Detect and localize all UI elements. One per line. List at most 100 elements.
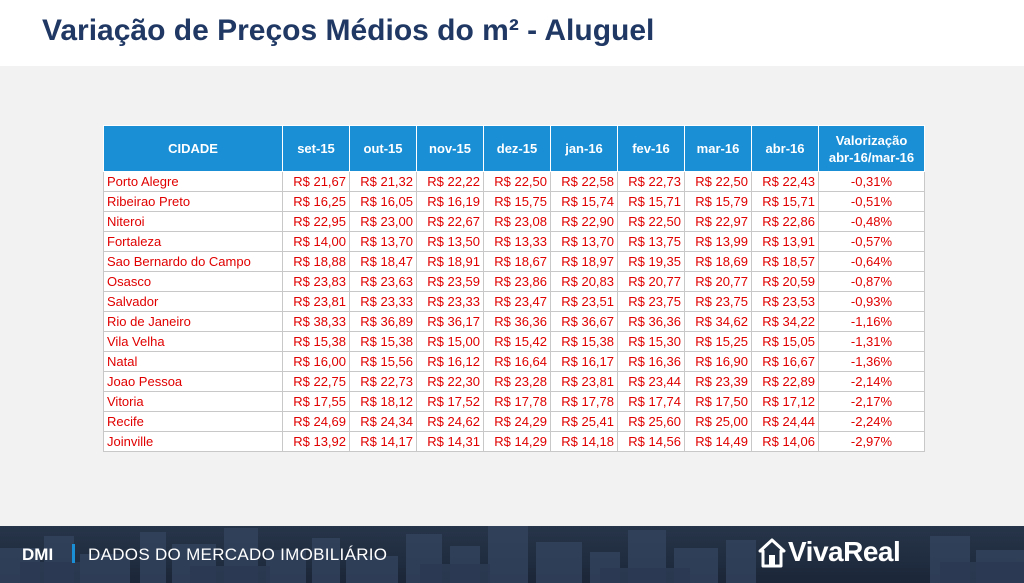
price-cell: R$ 25,00 bbox=[684, 411, 752, 432]
table-row: Porto Alegre R$ 21,67 R$ 21,32 R$ 22,22 R$ 2… bbox=[103, 171, 925, 192]
price-cell: R$ 22,50 bbox=[684, 171, 752, 192]
price-cell: R$ 24,29 bbox=[483, 411, 551, 432]
price-cell: R$ 17,78 bbox=[483, 391, 551, 412]
price-cell: R$ 17,55 bbox=[282, 391, 350, 412]
price-cell: R$ 20,83 bbox=[550, 271, 618, 292]
city-cell: Rio de Janeiro bbox=[103, 311, 283, 332]
price-cell: R$ 15,00 bbox=[416, 331, 484, 352]
price-cell: R$ 38,33 bbox=[282, 311, 350, 332]
column-header-month: dez-15 bbox=[483, 125, 551, 172]
price-cell: R$ 22,89 bbox=[751, 371, 819, 392]
table-row: Osasco R$ 23,83 R$ 23,63 R$ 23,59 R$ 23,86 R$… bbox=[103, 271, 925, 292]
price-cell: R$ 14,17 bbox=[349, 431, 417, 452]
price-cell: R$ 22,73 bbox=[349, 371, 417, 392]
price-cell: R$ 18,69 bbox=[684, 251, 752, 272]
column-header-valorizacao: Valorização abr-16/mar-16 bbox=[818, 125, 925, 172]
price-cell: R$ 21,67 bbox=[282, 171, 350, 192]
city-cell: Sao Bernardo do Campo bbox=[103, 251, 283, 272]
table-body: Porto Alegre R$ 21,67 R$ 21,32 R$ 22,22 R$ 2… bbox=[103, 171, 925, 452]
table-row: Joinville R$ 13,92 R$ 14,17 R$ 14,31 R$ 14,2… bbox=[103, 431, 925, 452]
price-cell: R$ 36,36 bbox=[617, 311, 685, 332]
price-cell: R$ 14,49 bbox=[684, 431, 752, 452]
price-cell: R$ 16,17 bbox=[550, 351, 618, 372]
table-row: Joao Pessoa R$ 22,75 R$ 22,73 R$ 22,30 R$ 23… bbox=[103, 371, 925, 392]
price-cell: R$ 36,17 bbox=[416, 311, 484, 332]
price-cell: R$ 22,30 bbox=[416, 371, 484, 392]
price-cell: R$ 23,33 bbox=[349, 291, 417, 312]
price-cell: R$ 13,50 bbox=[416, 231, 484, 252]
price-cell: R$ 23,75 bbox=[617, 291, 685, 312]
table-row: Niteroi R$ 22,95 R$ 23,00 R$ 22,67 R$ 23,08 R… bbox=[103, 211, 925, 232]
city-cell: Recife bbox=[103, 411, 283, 432]
change-cell: -1,16% bbox=[818, 311, 925, 332]
price-cell: R$ 16,12 bbox=[416, 351, 484, 372]
price-cell: R$ 20,77 bbox=[684, 271, 752, 292]
skyline-background bbox=[0, 526, 1024, 583]
price-cell: R$ 18,67 bbox=[483, 251, 551, 272]
price-cell: R$ 15,25 bbox=[684, 331, 752, 352]
price-cell: R$ 16,00 bbox=[282, 351, 350, 372]
price-cell: R$ 13,91 bbox=[751, 231, 819, 252]
price-cell: R$ 17,78 bbox=[550, 391, 618, 412]
price-cell: R$ 16,67 bbox=[751, 351, 819, 372]
price-cell: R$ 13,70 bbox=[349, 231, 417, 252]
column-header-month: fev-16 bbox=[617, 125, 685, 172]
price-cell: R$ 15,71 bbox=[751, 191, 819, 212]
price-cell: R$ 16,19 bbox=[416, 191, 484, 212]
price-cell: R$ 36,67 bbox=[550, 311, 618, 332]
table-row: Salvador R$ 23,81 R$ 23,33 R$ 23,33 R$ 23,47… bbox=[103, 291, 925, 312]
dmi-brand: DMI bbox=[22, 545, 54, 564]
title-bar: Variação de Preços Médios do m² - Alugue… bbox=[0, 0, 1024, 66]
price-cell: R$ 20,59 bbox=[751, 271, 819, 292]
price-cell: R$ 22,22 bbox=[416, 171, 484, 192]
price-table: CIDADE set-15 out-15 nov-15 dez-15 jan-1… bbox=[103, 125, 925, 452]
page-title: Variação de Preços Médios do m² - Alugue… bbox=[42, 14, 655, 47]
change-cell: -0,93% bbox=[818, 291, 925, 312]
price-cell: R$ 22,58 bbox=[550, 171, 618, 192]
price-cell: R$ 15,38 bbox=[550, 331, 618, 352]
table-row: Rio de Janeiro R$ 38,33 R$ 36,89 R$ 36,17 R$… bbox=[103, 311, 925, 332]
price-cell: R$ 13,92 bbox=[282, 431, 350, 452]
city-cell: Porto Alegre bbox=[103, 171, 283, 192]
change-cell: -0,64% bbox=[818, 251, 925, 272]
price-cell: R$ 22,73 bbox=[617, 171, 685, 192]
price-cell: R$ 15,05 bbox=[751, 331, 819, 352]
city-cell: Niteroi bbox=[103, 211, 283, 232]
price-cell: R$ 15,42 bbox=[483, 331, 551, 352]
footer-banner: DMI DADOS DO MERCADO IMOBILIÁRIO VivaRea… bbox=[0, 526, 1024, 583]
price-cell: R$ 15,74 bbox=[550, 191, 618, 212]
change-cell: -0,48% bbox=[818, 211, 925, 232]
change-cell: -2,14% bbox=[818, 371, 925, 392]
price-cell: R$ 18,47 bbox=[349, 251, 417, 272]
price-cell: R$ 23,47 bbox=[483, 291, 551, 312]
table-row: Fortaleza R$ 14,00 R$ 13,70 R$ 13,50 R$ 13,3… bbox=[103, 231, 925, 252]
price-cell: R$ 34,22 bbox=[751, 311, 819, 332]
price-cell: R$ 24,34 bbox=[349, 411, 417, 432]
price-cell: R$ 22,95 bbox=[282, 211, 350, 232]
price-cell: R$ 24,69 bbox=[282, 411, 350, 432]
price-cell: R$ 14,06 bbox=[751, 431, 819, 452]
city-cell: Osasco bbox=[103, 271, 283, 292]
price-cell: R$ 23,81 bbox=[282, 291, 350, 312]
dmi-label: DADOS DO MERCADO IMOBILIÁRIO bbox=[88, 545, 388, 564]
price-cell: R$ 22,75 bbox=[282, 371, 350, 392]
change-cell: -0,87% bbox=[818, 271, 925, 292]
price-cell: R$ 14,31 bbox=[416, 431, 484, 452]
change-cell: -2,97% bbox=[818, 431, 925, 452]
price-cell: R$ 13,99 bbox=[684, 231, 752, 252]
price-cell: R$ 21,32 bbox=[349, 171, 417, 192]
price-cell: R$ 22,86 bbox=[751, 211, 819, 232]
price-cell: R$ 25,60 bbox=[617, 411, 685, 432]
price-cell: R$ 16,25 bbox=[282, 191, 350, 212]
vivareal-logo-text: VivaReal bbox=[788, 536, 901, 567]
price-cell: R$ 36,36 bbox=[483, 311, 551, 332]
house-icon bbox=[758, 538, 786, 568]
price-cell: R$ 14,00 bbox=[282, 231, 350, 252]
price-cell: R$ 17,12 bbox=[751, 391, 819, 412]
valorizacao-period: abr-16/mar-16 bbox=[828, 149, 915, 165]
column-header-month: abr-16 bbox=[751, 125, 819, 172]
price-cell: R$ 22,50 bbox=[617, 211, 685, 232]
price-cell: R$ 24,62 bbox=[416, 411, 484, 432]
city-cell: Vila Velha bbox=[103, 331, 283, 352]
change-cell: -1,31% bbox=[818, 331, 925, 352]
